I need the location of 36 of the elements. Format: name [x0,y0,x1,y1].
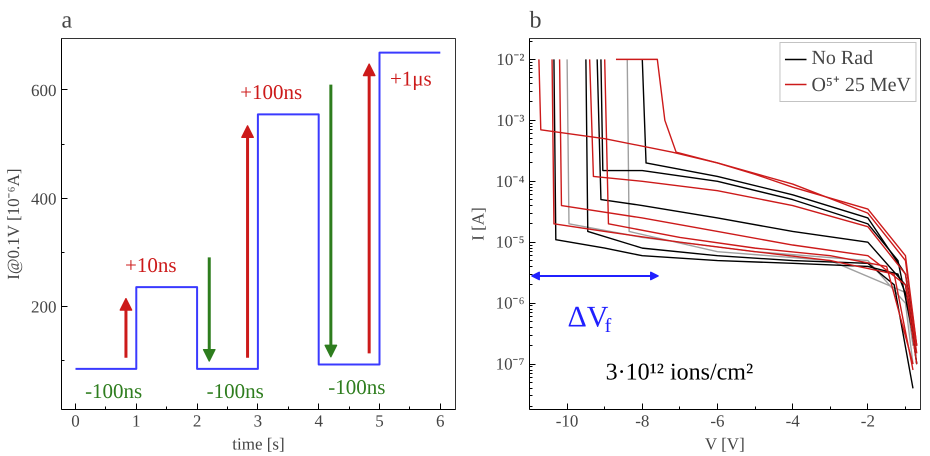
x-tick-label: 2 [192,412,202,430]
annotation: -100ns [206,379,264,404]
y-tick-label: 10⁻⁵ [496,232,525,252]
annotation: -100ns [85,379,142,404]
x-tick-label: 4 [314,412,324,430]
annotation: +10ns [125,252,177,277]
y-tick-label: 200 [31,298,56,317]
y-tick-label: 10⁻⁴ [496,172,525,191]
x-axis-title: V [V] [704,434,745,454]
x-tick-label: -6 [710,412,725,430]
y-tick-label: 400 [31,189,56,208]
x-tick-label: 0 [71,412,80,430]
x-tick-label: 3 [254,412,262,430]
annotation: +100ns [240,80,302,104]
x-tick-label: -4 [786,412,800,430]
y-tick-label: 10⁻⁶ [496,294,525,313]
x-tick-label: -10 [556,412,578,430]
x-tick-label: -2 [860,412,875,430]
x-tick-label: 5 [375,412,384,430]
y-tick-label: 10⁻² [496,50,525,69]
y-axis-title: I@0.1V [10⁻⁶A] [4,168,23,280]
legend-label: No Rad [811,47,874,70]
chart-title: a [62,8,72,34]
annotation: -100ns [328,374,386,399]
legend-label: O⁵⁺ 25 MeV [811,73,911,97]
y-axis-title: I [A] [468,207,488,241]
chart-title: b [530,8,542,34]
y-tick-label: 600 [31,80,56,100]
annotation: 3·10¹² ions/cm² [606,359,754,386]
x-axis-title: time [s] [232,434,285,454]
x-tick-label: 6 [436,412,445,430]
y-tick-label: 10⁻⁷ [496,354,525,374]
y-tick-label: 10⁻³ [496,110,525,130]
annotation: +1μs [390,66,432,91]
x-tick-label: 1 [132,412,141,430]
x-tick-label: -8 [635,412,650,430]
